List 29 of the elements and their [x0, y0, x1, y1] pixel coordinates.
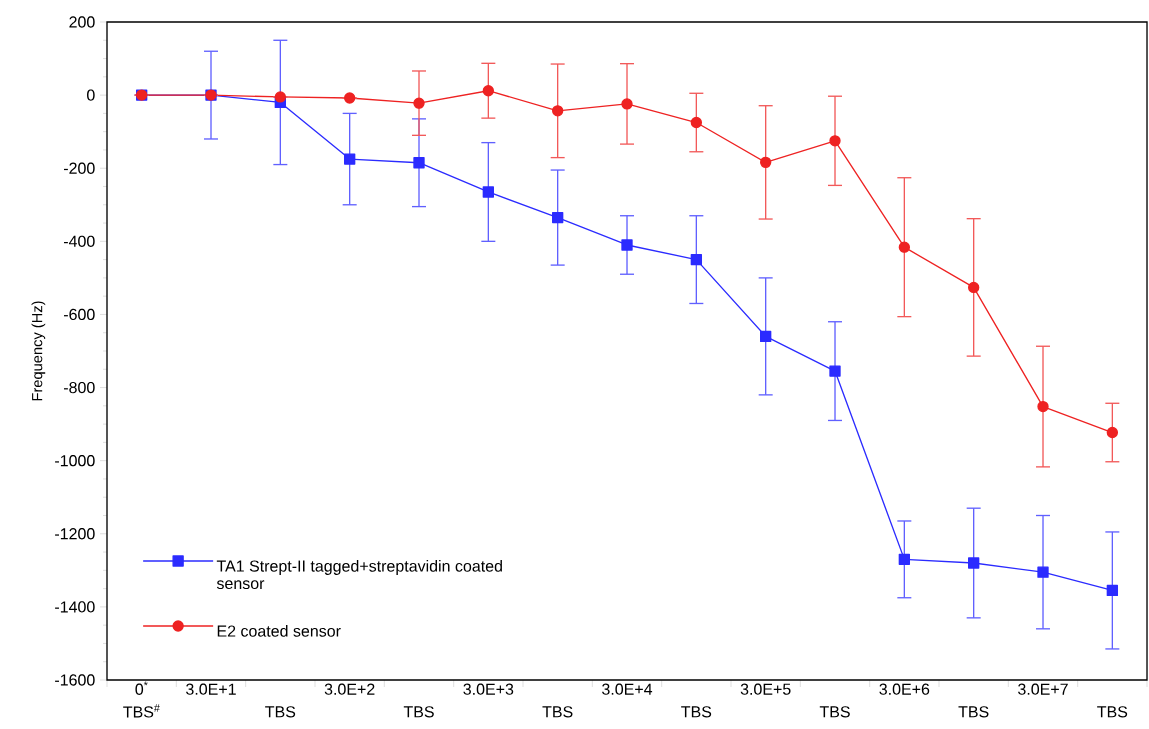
y-tick-label: -200	[63, 162, 95, 174]
x-tick-label: TBS	[403, 706, 434, 718]
x-tick-label: 3.0E+5	[740, 683, 791, 695]
x-tick-label: TBS	[681, 706, 712, 718]
y-tick-label: -1000	[55, 455, 95, 467]
y-tick-label: -800	[63, 381, 95, 394]
x-tick-label: 3.0E+1	[186, 683, 236, 695]
y-tick-label: 200	[69, 16, 95, 28]
y-tick-label: -600	[63, 308, 95, 321]
y-tick-label: -400	[63, 235, 95, 247]
x-tick-label: TBS	[958, 706, 989, 718]
x-tick-label: 0$^{*}$	[135, 681, 148, 695]
y-axis-title: Frequency (Hz)	[31, 301, 46, 401]
legend-label: E2 coated sensor	[217, 625, 341, 637]
x-tick-label: 3.0E+7	[1018, 683, 1068, 695]
x-tick-label: TBS	[542, 706, 573, 718]
y-tick-label: -1600	[55, 674, 95, 686]
legend-label: TA1 Strept-II tagged+streptavidin coated sensor	[216, 560, 502, 590]
y-tick-label: -1400	[55, 601, 95, 613]
y-tick-label: 0	[87, 89, 95, 101]
text: TBS$^{#}$	[123, 704, 160, 718]
y-tick-label: -1200	[55, 528, 95, 540]
x-tick-label: 3.0E+2	[324, 683, 375, 695]
x-tick-label: 3.0E+4	[602, 683, 653, 695]
x-tick-label: 3.0E+6	[879, 683, 930, 695]
x-tick-label: TBS	[819, 706, 850, 718]
x-tick-label: 3.0E+3	[463, 683, 514, 695]
x-tick-label: TBS	[265, 706, 296, 718]
x-tick-label: TBS	[1097, 706, 1128, 718]
